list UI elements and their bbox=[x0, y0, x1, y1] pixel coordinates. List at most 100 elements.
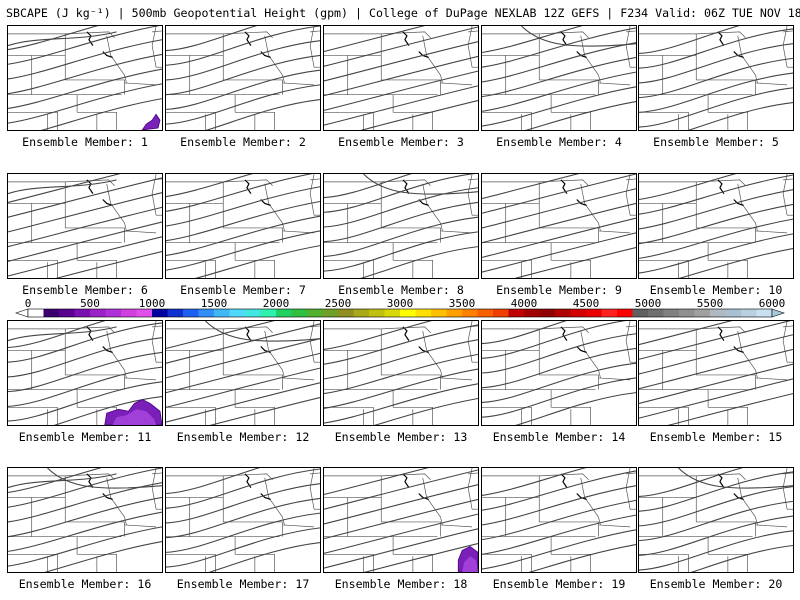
colorbar-segment bbox=[136, 309, 153, 317]
map-plot bbox=[324, 174, 478, 278]
state-borders bbox=[8, 174, 162, 278]
state-borders bbox=[324, 26, 478, 130]
ensemble-map-panel bbox=[165, 25, 321, 131]
cape-area bbox=[104, 399, 162, 425]
river-line bbox=[244, 326, 252, 341]
ensemble-map-panel bbox=[165, 173, 321, 279]
colorbar-tick-label: 3500 bbox=[448, 297, 476, 310]
state-borders bbox=[639, 321, 793, 425]
height-contours bbox=[639, 321, 793, 425]
height-contours bbox=[324, 321, 478, 425]
colorbar-segment bbox=[586, 309, 602, 317]
ensemble-map-panel bbox=[323, 25, 479, 131]
colorbar-segment bbox=[725, 309, 742, 317]
ensemble-map-panel bbox=[481, 467, 637, 573]
map-plot bbox=[482, 174, 636, 278]
colorbar-segment bbox=[384, 309, 401, 317]
river-line bbox=[86, 326, 94, 341]
colorbar-segment bbox=[74, 309, 91, 317]
ensemble-map-panel bbox=[7, 320, 163, 426]
ensemble-map-panel bbox=[481, 320, 637, 426]
panel-caption: Ensemble Member: 2 bbox=[180, 135, 306, 149]
map-plot bbox=[8, 321, 162, 425]
state-borders bbox=[8, 26, 162, 130]
colorbar-segment bbox=[214, 309, 230, 317]
state-borders bbox=[324, 174, 478, 278]
ensemble-map-panel bbox=[7, 25, 163, 131]
colorbar-segment bbox=[431, 309, 447, 317]
river-line bbox=[244, 179, 252, 194]
river-line bbox=[86, 473, 94, 488]
cape-area bbox=[141, 113, 161, 130]
panel-caption: Ensemble Member: 10 bbox=[649, 283, 783, 297]
colorbar-tick-label: 2000 bbox=[262, 297, 290, 310]
state-borders bbox=[8, 468, 162, 572]
colorbar-frame bbox=[27, 308, 773, 318]
colorbar-segment bbox=[663, 309, 680, 317]
map-plot bbox=[639, 26, 793, 130]
colorbar-tick-label: 500 bbox=[80, 297, 100, 310]
ensemble-map-panel bbox=[638, 25, 794, 131]
colorbar-segment bbox=[307, 309, 323, 317]
ensemble-map-panel bbox=[323, 467, 479, 573]
state-borders bbox=[482, 174, 636, 278]
river-line bbox=[102, 493, 113, 500]
height-contours bbox=[639, 174, 793, 278]
map-plot bbox=[324, 468, 478, 572]
panel-caption: Ensemble Member: 1 bbox=[22, 135, 148, 149]
chart-title: SBCAPE (J kg⁻¹) | 500mb Geopotential Hei… bbox=[6, 6, 800, 20]
colorbar-segment bbox=[353, 309, 370, 317]
river-line bbox=[402, 31, 410, 46]
ensemble-map-panel bbox=[7, 467, 163, 573]
height-contours bbox=[324, 26, 478, 130]
river-line bbox=[717, 31, 725, 46]
colorbar-tick-label: 5500 bbox=[696, 297, 724, 310]
ensemble-map-panel bbox=[165, 467, 321, 573]
river-line bbox=[717, 179, 725, 194]
panel-caption: Ensemble Member: 13 bbox=[334, 430, 468, 444]
height-contours bbox=[8, 26, 162, 130]
colorbar-segment bbox=[338, 309, 354, 317]
height-contours bbox=[482, 468, 636, 572]
colorbar-tick-label: 2500 bbox=[324, 297, 352, 310]
height-contours bbox=[166, 26, 320, 130]
colorbar-segment bbox=[601, 309, 618, 317]
colorbar-segment bbox=[524, 309, 540, 317]
colorbar-tick-label: 1000 bbox=[138, 297, 166, 310]
map-plot bbox=[8, 26, 162, 130]
height-contours bbox=[482, 321, 636, 425]
colorbar-segment bbox=[121, 309, 137, 317]
map-plot bbox=[639, 321, 793, 425]
map-plot bbox=[639, 174, 793, 278]
ensemble-map-panel bbox=[638, 173, 794, 279]
river-line bbox=[102, 199, 113, 206]
colorbar-segment bbox=[741, 309, 757, 317]
state-borders bbox=[482, 321, 636, 425]
colorbar-segment bbox=[415, 309, 432, 317]
river-line bbox=[402, 473, 410, 488]
river-line bbox=[733, 493, 744, 500]
ensemble-map-panel bbox=[165, 320, 321, 426]
ensemble-map-panel bbox=[638, 320, 794, 426]
map-plot bbox=[8, 468, 162, 572]
height-contours bbox=[639, 468, 793, 572]
map-plot bbox=[324, 321, 478, 425]
colorbar-segment bbox=[632, 309, 649, 317]
colorbar-segment bbox=[105, 309, 122, 317]
colorbar-segment bbox=[152, 309, 168, 317]
panel-caption: Ensemble Member: 3 bbox=[338, 135, 464, 149]
ensemble-map-panel bbox=[7, 173, 163, 279]
panel-caption: Ensemble Member: 20 bbox=[649, 577, 783, 591]
height-contours bbox=[8, 174, 162, 278]
ensemble-map-panel bbox=[323, 173, 479, 279]
colorbar-tick-label: 1500 bbox=[200, 297, 228, 310]
state-borders bbox=[482, 468, 636, 572]
colorbar-segment bbox=[322, 309, 339, 317]
river-line bbox=[402, 179, 410, 194]
river-line bbox=[576, 346, 587, 353]
colorbar-tick-label: 0 bbox=[24, 297, 32, 310]
ensemble-map-panel bbox=[638, 467, 794, 573]
panel-caption: Ensemble Member: 15 bbox=[649, 430, 783, 444]
colorbar-tick-label: 4500 bbox=[572, 297, 600, 310]
colorbar-tick-label: 6000 bbox=[758, 297, 786, 310]
